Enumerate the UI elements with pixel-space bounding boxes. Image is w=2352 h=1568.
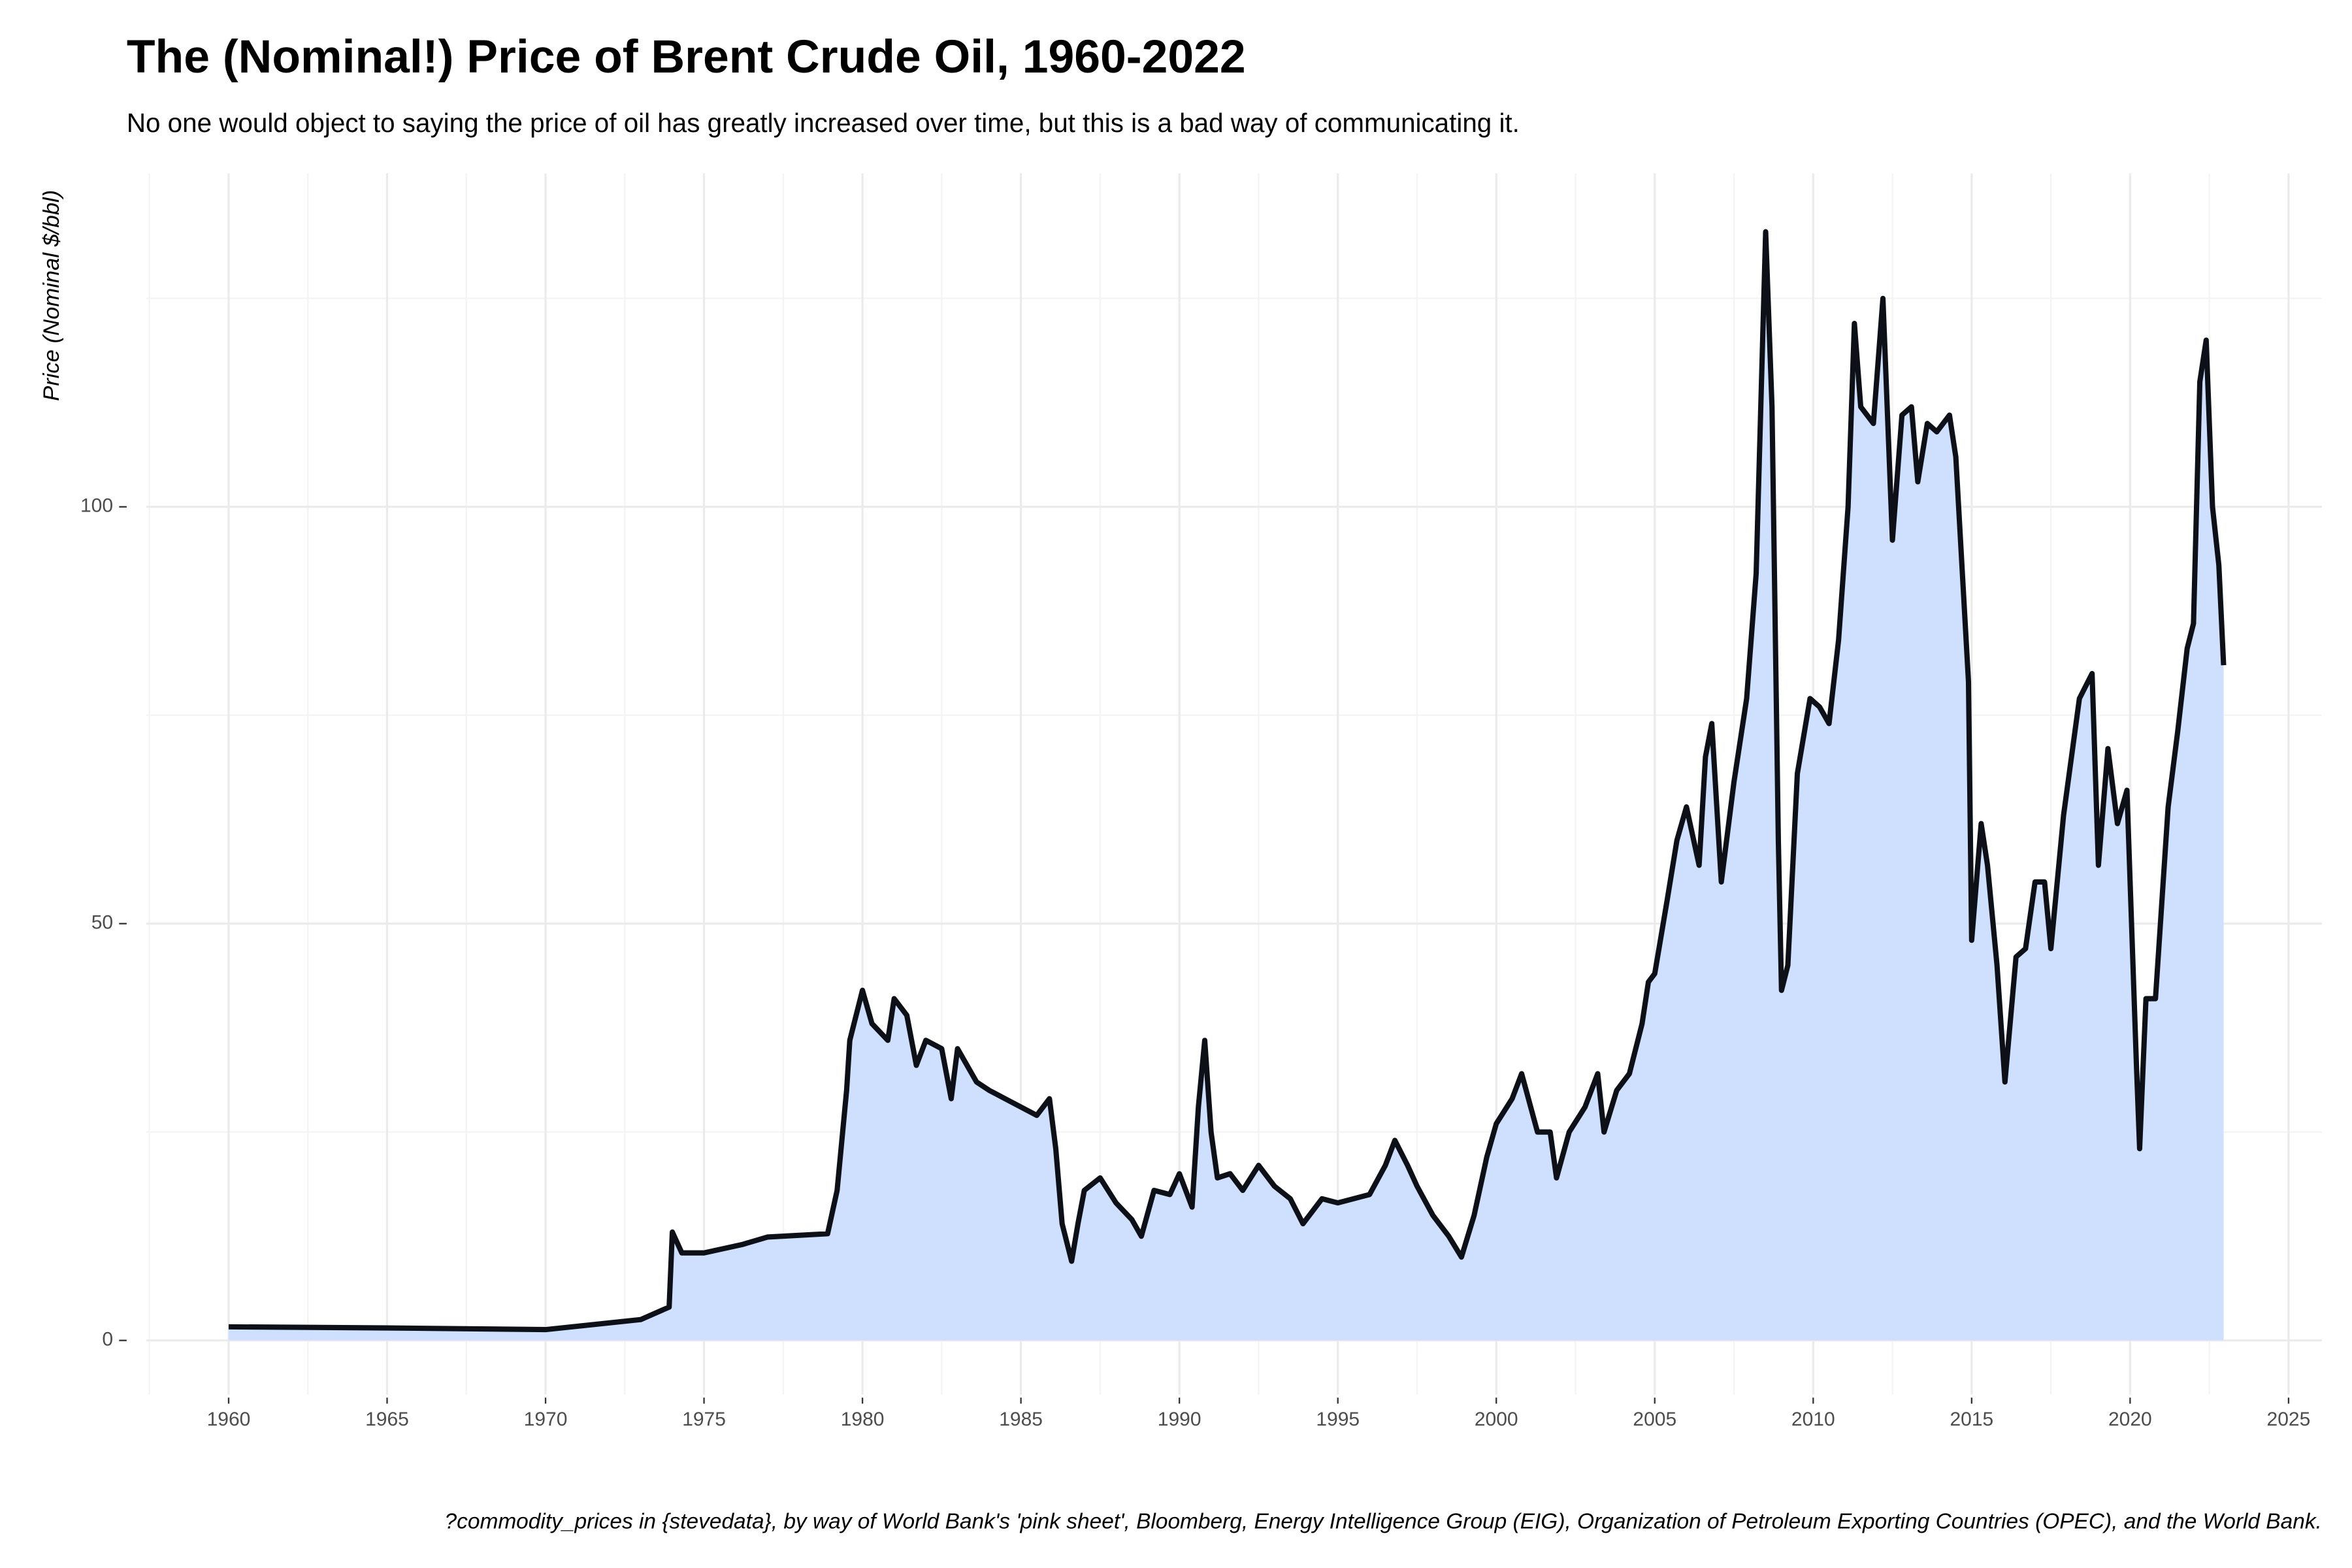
chart-subtitle: No one would object to saying the price … [127, 108, 1520, 138]
x-tick-label: 2005 [1633, 1409, 1676, 1430]
area [228, 231, 2224, 1341]
y-axis-label: Price (Nominal $/bbl) [39, 190, 64, 401]
x-tick-label: 2025 [2267, 1409, 2311, 1430]
y-tick-label: 100 [80, 495, 113, 517]
x-tick-label: 1980 [841, 1409, 885, 1430]
axes: 1960 1965 1970 1975 1980 1985 1990 1995 2000 2005… [80, 495, 2310, 1430]
line [228, 229, 2227, 1333]
x-tick-label: 1975 [682, 1409, 726, 1430]
x-tick-label: 1985 [999, 1409, 1043, 1430]
y-tick-label: 50 [91, 912, 113, 934]
x-tick-label: 1965 [365, 1409, 409, 1430]
x-tick-label: 2015 [1950, 1409, 1993, 1430]
y-tick-label: 0 [102, 1329, 113, 1350]
x-tick-label: 2020 [2108, 1409, 2152, 1430]
x-tick-label: 2010 [1791, 1409, 1835, 1430]
x-tick-label: 1960 [207, 1409, 251, 1430]
caption: ?commodity_prices in {stevedata}, by way… [445, 1510, 2322, 1534]
x-tick-label: 1995 [1316, 1409, 1360, 1430]
x-tick-label: 1990 [1158, 1409, 1201, 1430]
plot [228, 229, 2227, 1341]
x-tick-label: 2000 [1475, 1409, 1518, 1430]
chart-title: The (Nominal!) Price of Brent Crude Oil,… [127, 31, 1246, 83]
x-tick-label: 1970 [524, 1409, 568, 1430]
